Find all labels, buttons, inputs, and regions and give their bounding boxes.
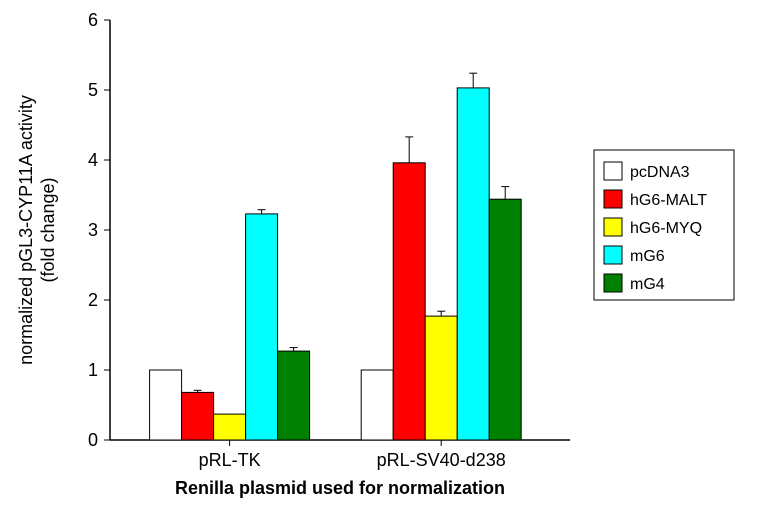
bar-g2-pcDNA3 <box>361 370 393 440</box>
bar-g2-hG6MYQ <box>425 316 457 440</box>
y-tick-label: 0 <box>88 430 98 450</box>
x-tick-label: pRL-SV40-d238 <box>377 450 506 470</box>
y-axis-label-2: (fold change) <box>38 177 58 282</box>
legend-label: mG4 <box>630 276 665 293</box>
legend-label: hG6-MALT <box>630 192 707 209</box>
legend-swatch <box>604 190 622 208</box>
x-axis-label: Renilla plasmid used for normalization <box>175 478 505 498</box>
bar-g2-mG6 <box>457 88 489 440</box>
y-axis-label-1: normalized pGL3-CYP11A activity <box>16 95 36 365</box>
bar-g1-pcDNA3 <box>150 370 182 440</box>
bar-g2-hG6MALT <box>393 163 425 440</box>
legend-swatch <box>604 162 622 180</box>
legend-swatch <box>604 246 622 264</box>
legend-swatch <box>604 218 622 236</box>
bar-g1-mG4 <box>278 351 310 440</box>
bar-g2-mG4 <box>489 199 521 440</box>
bar-chart: 0 1 2 3 4 5 6 normalized pGL3-CYP11A activity(f… <box>0 0 762 516</box>
legend-label: pcDNA3 <box>630 164 690 181</box>
legend-label: hG6-MYQ <box>630 220 702 237</box>
x-tick-label: pRL-TK <box>199 450 261 470</box>
legend-label: mG6 <box>630 248 665 265</box>
bar-g1-mG6 <box>246 214 278 440</box>
y-tick-label: 1 <box>88 360 98 380</box>
bar-g1-hG6MALT <box>182 392 214 440</box>
bar-g1-hG6MYQ <box>214 414 246 440</box>
y-tick-label: 6 <box>88 10 98 30</box>
y-tick-label: 3 <box>88 220 98 240</box>
y-tick-label: 5 <box>88 80 98 100</box>
y-tick-label: 2 <box>88 290 98 310</box>
y-tick-label: 4 <box>88 150 98 170</box>
legend-swatch <box>604 274 622 292</box>
